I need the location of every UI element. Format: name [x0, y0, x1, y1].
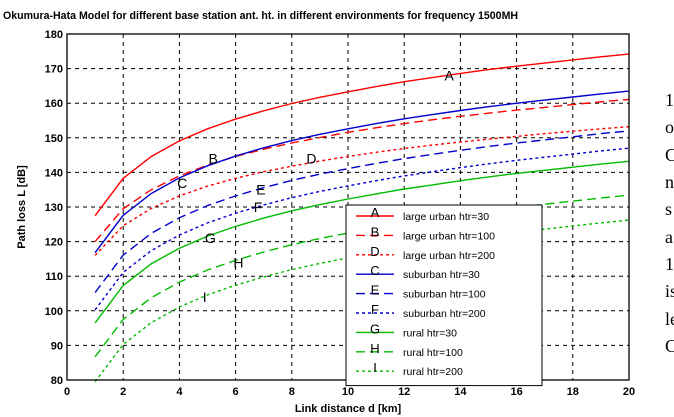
series-line — [94, 53, 630, 217]
curve-marker-label: G — [205, 230, 216, 246]
series-line — [94, 160, 630, 324]
side-text-fragment: is — [665, 281, 674, 301]
side-text-fragment: a — [665, 227, 673, 247]
x-tick-label: 12 — [398, 386, 410, 398]
legend-marker: H — [370, 341, 379, 356]
side-text-fragment: C — [665, 145, 674, 165]
side-text-fragment: o — [665, 117, 674, 137]
y-tick-label: 150 — [45, 133, 63, 145]
y-tick-label: 90 — [51, 340, 63, 352]
side-text-fragment: C — [665, 336, 674, 356]
chart-title: Okumura-Hata Model for different base st… — [3, 10, 518, 22]
legend-marker: D — [370, 244, 379, 259]
legend-marker: C — [370, 263, 379, 278]
series-line — [94, 130, 630, 293]
legend-marker: I — [373, 360, 377, 375]
side-text-fragment: s — [665, 199, 673, 219]
curve-marker-label: D — [306, 151, 316, 167]
curve-marker-label: F — [254, 199, 263, 215]
y-tick-label: 140 — [45, 167, 63, 179]
y-tick-label: 170 — [45, 64, 63, 76]
legend-entry: large urban htr=200 — [403, 250, 495, 262]
legend-entry: rural htr=30 — [403, 327, 457, 339]
x-tick-label: 16 — [510, 386, 522, 398]
x-tick-label: 2 — [120, 386, 126, 398]
legend-entry: large urban htr=30 — [403, 211, 489, 223]
curve-marker-label: A — [444, 68, 454, 84]
legend-entry: rural htr=100 — [403, 347, 463, 359]
legend-entry: suburban htr=100 — [403, 289, 486, 301]
legend-entry: suburban htr=200 — [403, 308, 486, 320]
legend-entry: rural htr=200 — [403, 366, 463, 378]
curve-marker-label: I — [203, 289, 207, 305]
side-text-fragment: n — [665, 172, 674, 192]
legend-marker: F — [371, 302, 379, 317]
side-text-fragment: 1 — [665, 254, 674, 274]
legend-marker: G — [370, 321, 380, 336]
x-tick-label: 0 — [64, 386, 70, 398]
legend-marker: E — [371, 283, 380, 298]
y-tick-label: 100 — [45, 306, 63, 318]
x-tick-label: 20 — [623, 386, 635, 398]
y-tick-label: 130 — [45, 202, 63, 214]
series-line — [94, 90, 630, 254]
y-tick-label: 120 — [45, 237, 63, 249]
axis-ticks: 0 2 4 6 8 10 12 14 16 18 20 80 90 100 110 120 130 140 150 1… — [45, 29, 635, 398]
x-tick-label: 14 — [454, 386, 467, 398]
x-axis-label: Link distance d [km] — [295, 403, 402, 415]
series-line — [94, 98, 630, 243]
x-tick-label: 8 — [289, 386, 295, 398]
legend-marker: A — [371, 205, 380, 220]
y-tick-label: 110 — [45, 271, 63, 283]
x-tick-label: 18 — [567, 386, 579, 398]
series-line — [94, 126, 630, 256]
side-text-fragment: 1 — [665, 90, 674, 110]
y-tick-label: 160 — [45, 98, 63, 110]
x-tick-label: 4 — [176, 386, 183, 398]
x-tick-label: 6 — [233, 386, 239, 398]
legend-entry: suburban htr=30 — [403, 269, 480, 281]
legend-marker: B — [371, 224, 380, 239]
legend-entry: large urban htr=100 — [403, 230, 495, 242]
y-axis-label: Path loss L [dB] — [16, 165, 28, 249]
x-tick-label: 10 — [342, 386, 354, 398]
curve-marker-label: E — [256, 182, 265, 198]
y-tick-label: 180 — [45, 29, 63, 41]
curve-marker-label: H — [233, 254, 243, 270]
y-tick-label: 80 — [51, 375, 63, 387]
side-text-fragment: le — [665, 309, 674, 329]
curve-marker-label: C — [177, 175, 187, 191]
curve-marker-label: B — [208, 151, 217, 167]
